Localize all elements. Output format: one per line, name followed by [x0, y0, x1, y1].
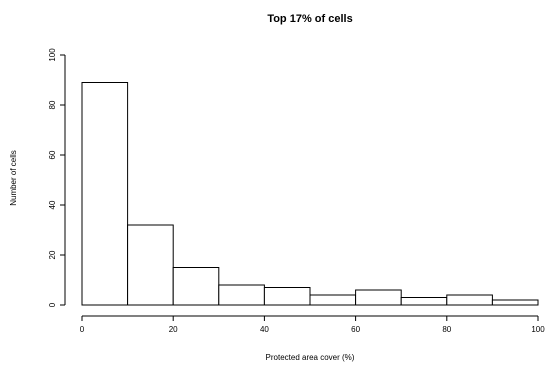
x-axis-label: Protected area cover (%): [266, 353, 355, 362]
histogram-bar-5: [309, 294, 357, 306]
y-axis: 0 20 40 60 80 100: [48, 48, 66, 307]
y-tick-label-2: 40: [48, 200, 57, 209]
histogram-bar-7: [400, 297, 448, 306]
histogram-bar-8: [446, 294, 493, 306]
histogram-bar-1: [127, 224, 174, 306]
histogram-bar-3: [218, 284, 265, 306]
y-axis-label: Number of cells: [9, 150, 18, 206]
x-axis: 0 20 40 60 80 100: [80, 315, 545, 334]
x-tick-label-5: 100: [531, 325, 545, 334]
y-tick-label-4: 80: [48, 100, 57, 109]
x-tick-label-3: 60: [351, 325, 360, 334]
x-tick-label-4: 80: [442, 325, 451, 334]
histogram-bar-6: [355, 289, 402, 306]
bars-group: [81, 82, 539, 306]
x-tick-label-2: 40: [260, 325, 269, 334]
y-tick-label-3: 60: [48, 150, 57, 159]
histogram-bar-0: [81, 82, 129, 306]
x-tick-label-1: 20: [169, 325, 178, 334]
chart-title: Top 17% of cells: [267, 13, 352, 25]
histogram-bar-9: [491, 299, 539, 306]
histogram-bar-4: [263, 287, 311, 306]
y-tick-label-1: 20: [48, 250, 57, 259]
y-tick-label-0: 0: [48, 302, 57, 307]
y-tick-label-5: 100: [48, 48, 57, 62]
x-tick-label-0: 0: [80, 325, 85, 334]
histogram-bar-2: [172, 267, 220, 306]
